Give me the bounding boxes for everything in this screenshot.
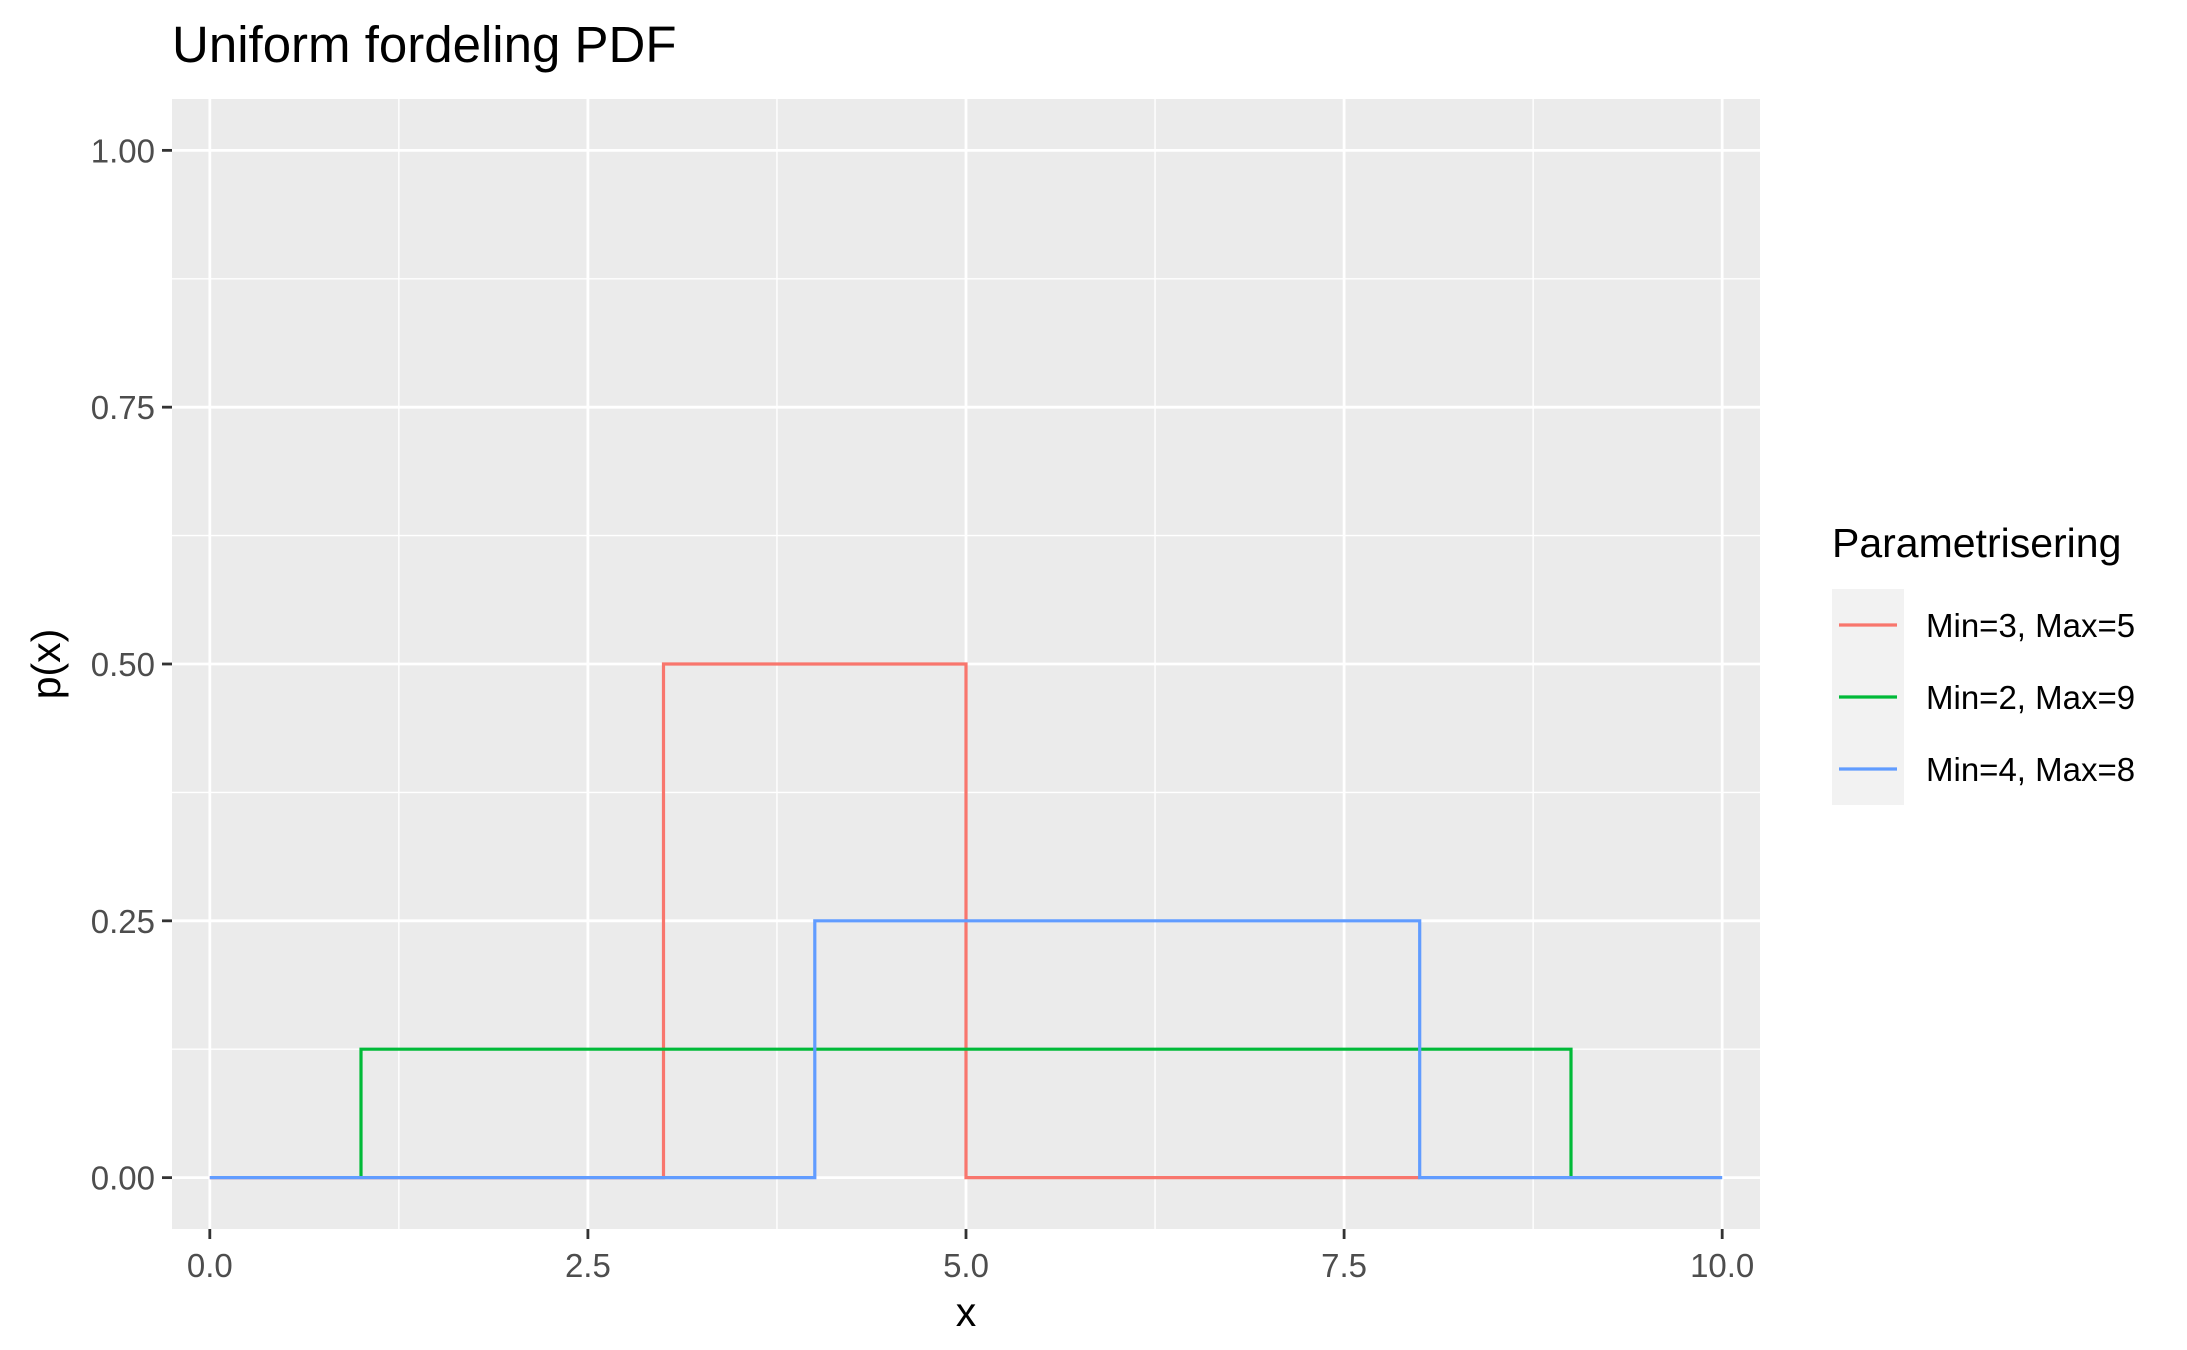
legend-label-3: Min=4, Max=8	[1926, 751, 2135, 788]
series-lines	[209, 662, 1723, 1180]
y-tick-label: 0.75	[91, 389, 155, 426]
y-tick-label: 0.50	[91, 646, 155, 683]
y-tick-label: 0.00	[91, 1160, 155, 1197]
legend-items: Min=3, Max=5 Min=2, Max=9 Min=4, Max=8	[1839, 607, 2135, 788]
y-axis: 0.00 0.25 0.50 0.75 1.00	[91, 132, 172, 1197]
legend: Parametrisering Min=3, Max=5 Min=2, Max=9…	[1832, 520, 2135, 805]
series-line-2	[359, 1047, 1573, 1178]
y-tick-label: 0.25	[91, 903, 155, 940]
x-axis: 0.0 2.5 5.0 7.5 10.0	[187, 1229, 1754, 1284]
x-tick-label: 2.5	[565, 1247, 611, 1284]
x-tick-label: 5.0	[943, 1247, 989, 1284]
legend-title: Parametrisering	[1832, 520, 2121, 566]
x-axis-title: x	[956, 1289, 977, 1335]
series-line-3	[209, 919, 1723, 1180]
legend-label-1: Min=3, Max=5	[1926, 607, 2135, 644]
legend-label-2: Min=2, Max=9	[1926, 679, 2135, 716]
chart-title: Uniform fordeling PDF	[172, 16, 677, 73]
x-tick-label: 0.0	[187, 1247, 233, 1284]
y-axis-title: p(x)	[23, 629, 69, 700]
x-tick-label: 7.5	[1321, 1247, 1367, 1284]
x-tick-label: 10.0	[1690, 1247, 1754, 1284]
y-tick-label: 1.00	[91, 132, 155, 169]
